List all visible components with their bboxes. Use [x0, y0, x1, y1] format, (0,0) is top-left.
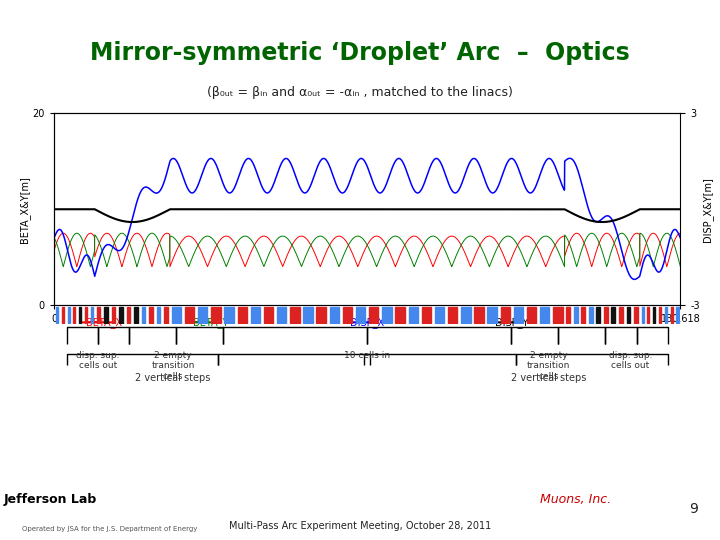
Bar [642, 307, 644, 323]
Bar [251, 307, 260, 323]
Bar [448, 307, 457, 323]
Bar [567, 307, 570, 323]
Bar [653, 307, 655, 323]
Bar [303, 307, 312, 323]
Text: Jefferson Lab: Jefferson Lab [4, 492, 97, 505]
Bar [665, 307, 667, 323]
Bar [435, 307, 444, 323]
Bar [211, 307, 220, 323]
Text: BETA_X: BETA_X [86, 317, 122, 328]
Bar [56, 307, 58, 323]
Bar [290, 307, 300, 323]
Bar [79, 307, 81, 323]
Bar [474, 307, 484, 323]
Bar [487, 307, 497, 323]
Bar [62, 307, 64, 323]
Bar [119, 307, 123, 323]
Bar [408, 307, 418, 323]
Bar [514, 307, 523, 323]
Bar [330, 307, 339, 323]
Bar [134, 307, 138, 323]
Bar [395, 307, 405, 323]
Y-axis label: DISP_X&Y[m]: DISP_X&Y[m] [703, 177, 714, 242]
Bar [604, 307, 608, 323]
Bar [104, 307, 108, 323]
Text: disp. sup.
cells out: disp. sup. cells out [608, 351, 652, 370]
Bar [317, 307, 326, 323]
Y-axis label: BETA_X&Y[m]: BETA_X&Y[m] [19, 176, 30, 242]
Bar [142, 307, 145, 323]
Text: Mirror-symmetric ‘Droplet’ Arc  –  Optics: Mirror-symmetric ‘Droplet’ Arc – Optics [90, 41, 630, 65]
Bar [238, 307, 247, 323]
Bar [540, 307, 549, 323]
Bar [369, 307, 379, 323]
Text: 2 vertical steps: 2 vertical steps [511, 373, 587, 383]
Bar [149, 307, 153, 323]
Bar [96, 307, 100, 323]
Text: disp. sup.
cells out: disp. sup. cells out [76, 351, 120, 370]
Bar [382, 307, 392, 323]
Text: 10 cells in: 10 cells in [344, 351, 390, 360]
Bar [85, 307, 87, 323]
Bar [611, 307, 616, 323]
Bar [677, 307, 678, 323]
Text: 2 vertical steps: 2 vertical steps [135, 373, 211, 383]
Bar [659, 307, 661, 323]
Bar [647, 307, 649, 323]
Bar [127, 307, 130, 323]
Bar [527, 307, 536, 323]
Bar [68, 307, 70, 323]
Text: Operated by JSA for the J.S. Department of Energy: Operated by JSA for the J.S. Department … [22, 525, 197, 532]
Text: 2 empty
transition
cells: 2 empty transition cells [527, 351, 570, 381]
Text: Multi-Pass Arc Experiment Meeting, October 28, 2011: Multi-Pass Arc Experiment Meeting, Octob… [229, 521, 491, 531]
Bar [462, 307, 471, 323]
Bar [589, 307, 593, 323]
Bar [634, 307, 638, 323]
Text: BETA_Y: BETA_Y [193, 317, 228, 328]
Text: 9: 9 [690, 502, 698, 516]
Bar [343, 307, 352, 323]
Text: Muons, Inc.: Muons, Inc. [541, 492, 611, 505]
Bar [553, 307, 562, 323]
Bar [574, 307, 577, 323]
Bar [277, 307, 287, 323]
Text: 2 empty
transition
cells: 2 empty transition cells [151, 351, 194, 381]
Bar [500, 307, 510, 323]
Text: (β₀ᵤₜ = βᵢₙ and α₀ᵤₜ = -αᵢₙ , matched to the linacs): (β₀ᵤₜ = βᵢₙ and α₀ᵤₜ = -αᵢₙ , matched to… [207, 86, 513, 99]
Bar [582, 307, 585, 323]
Bar [172, 307, 181, 323]
Text: DISP_X: DISP_X [350, 317, 384, 328]
Text: DISP_Y: DISP_Y [495, 317, 528, 328]
Bar [626, 307, 630, 323]
Bar [670, 307, 672, 323]
Bar [356, 307, 365, 323]
Bar [225, 307, 234, 323]
Bar [422, 307, 431, 323]
Bar [198, 307, 207, 323]
Bar [185, 307, 194, 323]
Bar [112, 307, 115, 323]
Bar [157, 307, 161, 323]
Bar [264, 307, 273, 323]
Bar [619, 307, 623, 323]
Bar [164, 307, 168, 323]
Bar [73, 307, 76, 323]
Bar [596, 307, 600, 323]
Bar [91, 307, 93, 323]
